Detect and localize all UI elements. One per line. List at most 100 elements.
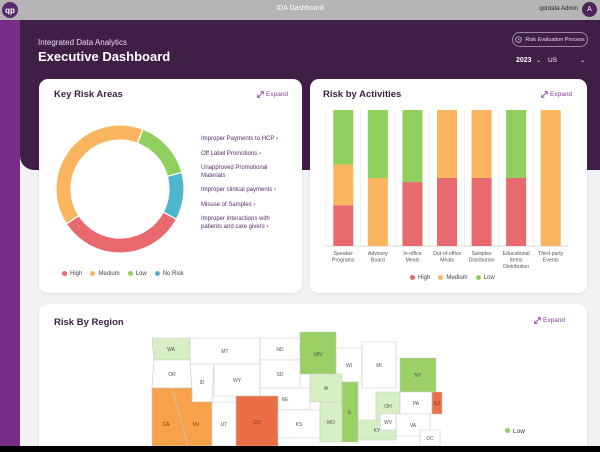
state-label: NJ — [434, 401, 441, 407]
expand-label: Expand — [543, 317, 566, 324]
chevron-right-icon: › — [253, 201, 256, 208]
legend-item-high: High — [62, 271, 82, 277]
risk-area-item[interactable]: Improper Payments to HCP › — [201, 136, 278, 142]
state-label: WI — [346, 363, 352, 369]
state-label: VA — [410, 423, 417, 429]
expand-label: Expand — [266, 91, 289, 98]
state-label: CO — [253, 420, 261, 426]
state-label: KS — [296, 422, 303, 428]
x-tick-label: In-office Meals — [403, 251, 421, 264]
donut-slice-medium[interactable] — [55, 124, 144, 225]
page-title: Executive Dashboard — [38, 49, 171, 64]
risk-evaluation-button[interactable]: Risk Evaluation Process — [512, 32, 588, 47]
state-mi[interactable] — [361, 341, 397, 389]
region-legend: Low — [505, 428, 525, 435]
state-label: MT — [221, 349, 228, 355]
screen-bottom-edge — [0, 446, 600, 452]
chevron-right-icon: › — [274, 187, 277, 193]
donut-slice-low[interactable] — [136, 128, 183, 178]
expand-label: Expand — [550, 91, 573, 98]
user-name[interactable]: qordata Admin — [539, 6, 578, 12]
state-label: NE — [282, 397, 290, 403]
us-region-map: WA MT ND MN OR ID WY SD WI MI NY NE IA IL OH PA NJ CA NV UT… — [151, 331, 443, 446]
legend-item-low: Low — [505, 428, 525, 435]
app-title: IDA Dashboard — [276, 5, 324, 12]
state-dc[interactable] — [419, 429, 441, 446]
bar-segment-high[interactable] — [437, 178, 457, 246]
state-wv[interactable] — [379, 413, 397, 431]
x-tick-label: Samples Distribution — [469, 251, 495, 264]
chevron-right-icon: › — [266, 223, 269, 230]
state-label: MI — [376, 363, 382, 369]
state-co[interactable] — [235, 395, 279, 446]
bar-segment-high[interactable] — [471, 178, 492, 246]
bar-segment-medium[interactable] — [333, 164, 354, 206]
key-risk-expand[interactable]: Expand — [257, 91, 288, 98]
state-label: SD — [277, 372, 284, 378]
sidebar — [0, 20, 20, 446]
key-risk-legend: High Medium Low No Risk — [62, 271, 184, 277]
legend-item-medium: Medium — [438, 275, 468, 281]
risk-area-item[interactable]: Misuse of Samples › — [201, 201, 256, 208]
x-tick-label: Advisory Board — [368, 251, 388, 264]
chevron-right-icon: › — [275, 136, 278, 142]
activities-expand[interactable]: Expand — [541, 91, 572, 98]
chevron-down-icon[interactable]: ⌄ — [580, 58, 586, 64]
key-risk-title: Key Risk Areas — [54, 89, 123, 100]
state-label: PA — [413, 401, 420, 407]
state-label: DC — [426, 436, 434, 442]
year-select[interactable]: 2023 — [516, 57, 532, 64]
legend-item-low: Low — [475, 275, 495, 281]
state-label: IA — [324, 386, 329, 392]
legend-item-low: Low — [127, 271, 147, 277]
state-label: OR — [168, 372, 176, 378]
expand-icon — [541, 91, 548, 98]
state-label: NV — [193, 422, 201, 428]
x-tick-label: Educational Items Distribution — [503, 251, 530, 270]
bar-segment-medium[interactable] — [367, 178, 388, 246]
x-tick-label: Speaker Programs — [332, 251, 355, 264]
bar-segment-low[interactable] — [333, 110, 354, 165]
bar-segment-low[interactable] — [367, 110, 388, 178]
region-expand[interactable]: Expand — [534, 317, 565, 324]
state-label: WY — [233, 378, 242, 384]
activities-bar-chart: Speaker Programs Advisory Board In-office Mea… — [325, 110, 569, 270]
risk-evaluation-label: Risk Evaluation Process — [525, 36, 585, 43]
state-label: KY — [374, 428, 381, 434]
bar-segment-low[interactable] — [402, 110, 423, 183]
risk-area-list: Improper Payments to HCP › Off Label Pro… — [201, 136, 291, 238]
state-ut[interactable] — [211, 401, 237, 446]
bar-segment-medium[interactable] — [540, 110, 561, 246]
state-mo[interactable] — [319, 401, 343, 443]
state-label: WA — [167, 347, 176, 353]
user-avatar[interactable]: A — [582, 2, 597, 17]
donut-slice-high[interactable] — [65, 211, 178, 254]
state-label: UT — [221, 422, 228, 428]
risk-area-item[interactable]: Unapproved Promotional Materials — [201, 165, 268, 179]
risk-area-item[interactable]: Improper interactions with patients and … — [201, 216, 270, 230]
state-label: NY — [415, 373, 423, 379]
bar-segment-medium[interactable] — [471, 110, 492, 178]
state-label: WV — [384, 420, 393, 426]
activities-title: Risk by Activities — [323, 89, 402, 100]
bar-segment-medium[interactable] — [437, 110, 457, 178]
risk-area-item[interactable]: Improper clinical payments › — [201, 187, 277, 193]
bar-segment-high[interactable] — [402, 182, 423, 246]
key-risk-donut-chart — [55, 124, 185, 254]
app-logo[interactable]: qp — [2, 2, 18, 18]
legend-item-high: High — [410, 275, 430, 281]
donut-slice-no-risk[interactable] — [162, 171, 185, 221]
country-select[interactable]: US — [548, 57, 558, 64]
bar-segment-high[interactable] — [333, 205, 354, 246]
x-tick-label: Out-of-office Meals — [433, 251, 462, 264]
x-tick-label: Third-party Events — [538, 251, 563, 264]
state-label: ND — [276, 347, 284, 353]
activities-legend: High Medium Low — [410, 275, 495, 281]
state-ca[interactable] — [151, 387, 189, 446]
bar-segment-high[interactable] — [506, 178, 527, 246]
risk-area-item[interactable]: Off Label Promotions › — [201, 150, 261, 157]
state-nj[interactable] — [431, 391, 443, 415]
chevron-down-icon[interactable]: ⌄ — [536, 58, 542, 64]
bar-segment-low[interactable] — [506, 110, 527, 178]
legend-item-no-risk: No Risk — [154, 271, 184, 277]
